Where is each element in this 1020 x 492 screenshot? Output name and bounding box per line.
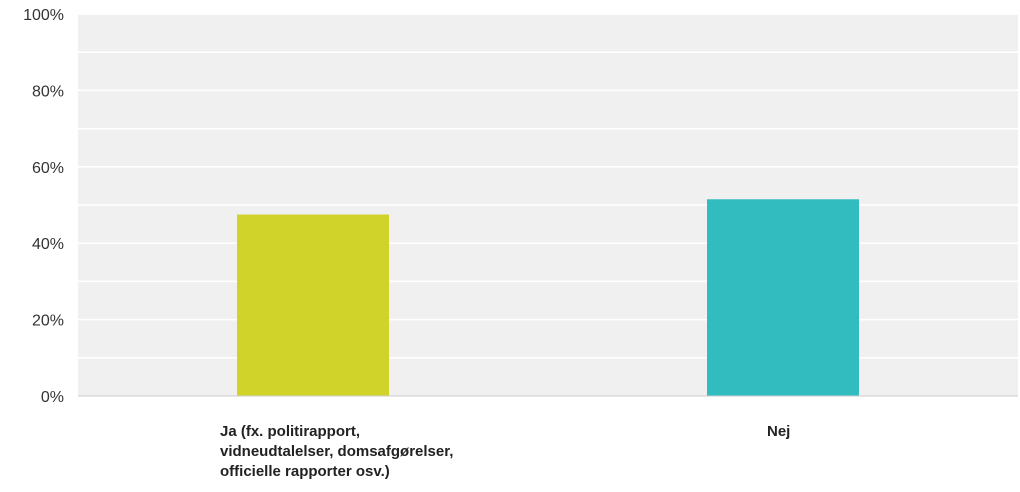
y-tick-label: 0% xyxy=(41,389,64,406)
gridlines xyxy=(78,13,1018,359)
y-axis-ticks: 0% 20% 40% 60% 80% 100% xyxy=(23,7,64,406)
y-tick-label: 20% xyxy=(32,313,64,330)
y-tick-label: 40% xyxy=(32,236,64,253)
x-tick-label: Nej xyxy=(767,423,790,440)
x-axis-labels: Ja (fx. politirapport, vidneudtalelser, d… xyxy=(220,423,790,480)
bar-1[interactable] xyxy=(237,214,389,396)
bar-2[interactable] xyxy=(707,199,859,396)
bars xyxy=(237,199,859,396)
y-tick-label: 100% xyxy=(23,7,64,24)
y-tick-label: 60% xyxy=(32,160,64,177)
x-tick-label: Ja (fx. politirapport, vidneudtalelser, d… xyxy=(220,423,453,480)
y-tick-label: 80% xyxy=(32,83,64,100)
